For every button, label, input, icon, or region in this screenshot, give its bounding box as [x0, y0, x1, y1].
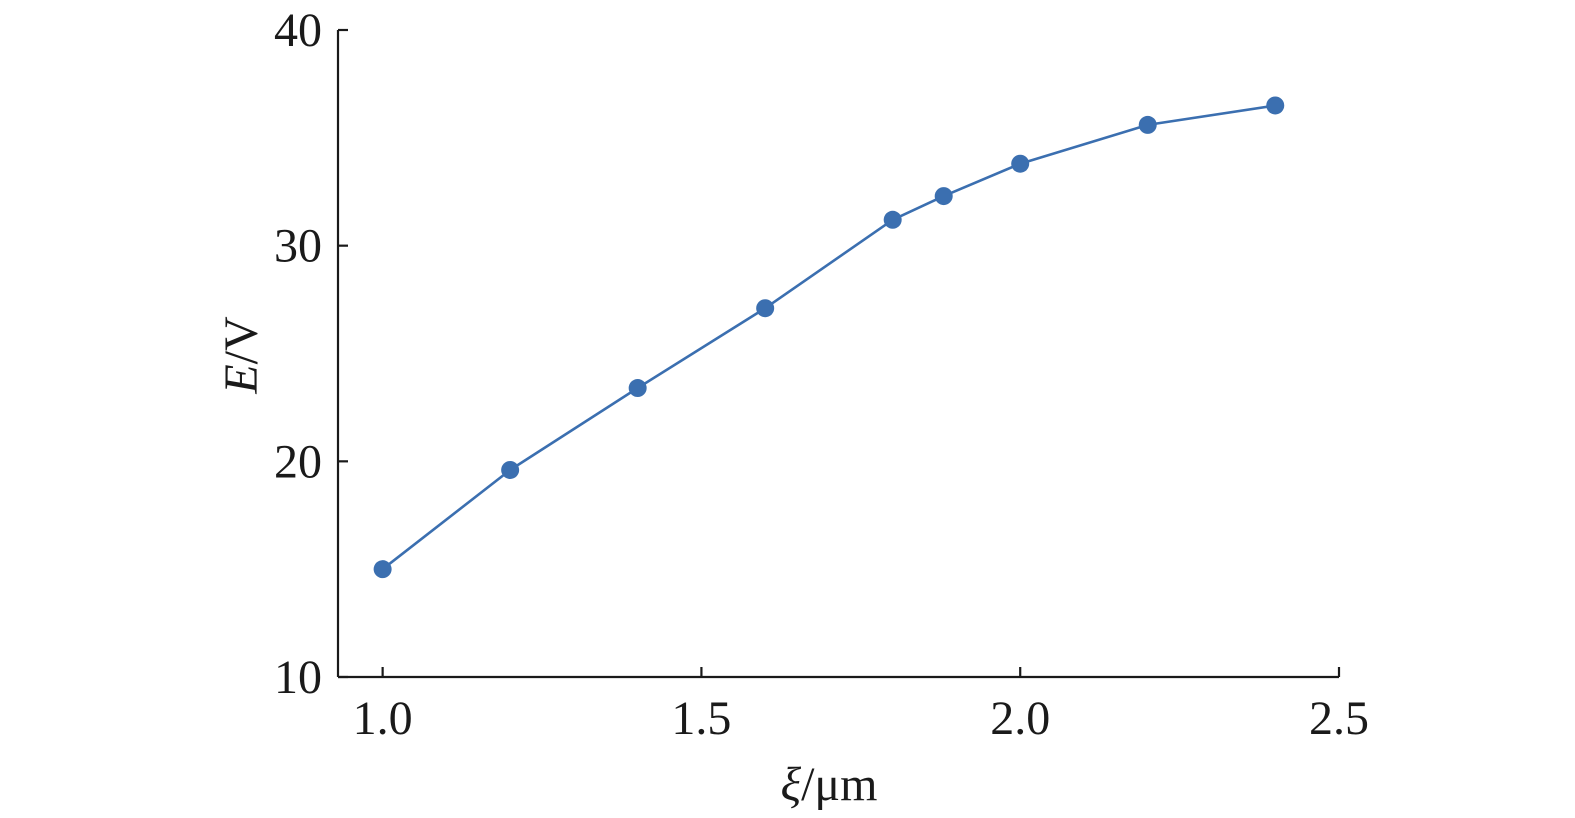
axes	[336, 30, 1339, 679]
y-axis-symbol: E	[215, 364, 268, 394]
data-point	[756, 299, 775, 318]
y-ticks: 10 20 30 40	[274, 4, 348, 704]
y-tick-label: 10	[274, 651, 322, 704]
x-tick-label: 2.5	[1309, 692, 1369, 745]
series-layer	[373, 96, 1285, 579]
x-axis-label: ξ/μm	[781, 758, 878, 811]
x-axis-unit: /μm	[801, 758, 877, 811]
data-point	[373, 560, 392, 579]
y-tick-label: 20	[274, 435, 322, 488]
series-line	[381, 104, 1276, 571]
data-point	[628, 379, 647, 398]
x-tick-label: 1.5	[671, 692, 731, 745]
x-ticks: 1.0 1.5 2.0 2.5	[353, 667, 1369, 745]
data-point	[883, 210, 902, 229]
data-point	[501, 460, 520, 479]
data-point	[934, 187, 953, 206]
y-axis-label: E/V	[215, 316, 268, 395]
data-point	[1138, 115, 1157, 134]
x-tick-label: 2.0	[990, 692, 1050, 745]
x-tick-label: 1.0	[353, 692, 413, 745]
y-tick-label: 30	[274, 220, 322, 273]
y-axis-unit: /V	[215, 316, 268, 364]
data-point	[1266, 96, 1285, 115]
x-axis-symbol: ξ	[781, 758, 802, 811]
data-point	[1011, 154, 1030, 173]
y-tick-label: 40	[274, 4, 322, 57]
